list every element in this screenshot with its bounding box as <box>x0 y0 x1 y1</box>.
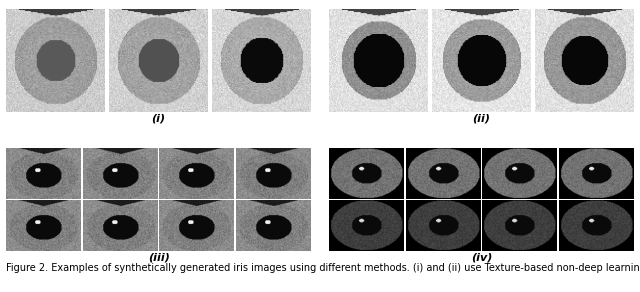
Text: (iii): (iii) <box>148 253 170 263</box>
Text: Figure 2. Examples of synthetically generated iris images using different method: Figure 2. Examples of synthetically gene… <box>6 263 640 273</box>
Text: (ii): (ii) <box>472 113 490 123</box>
Text: (iv): (iv) <box>470 253 492 263</box>
Text: (i): (i) <box>152 113 166 123</box>
